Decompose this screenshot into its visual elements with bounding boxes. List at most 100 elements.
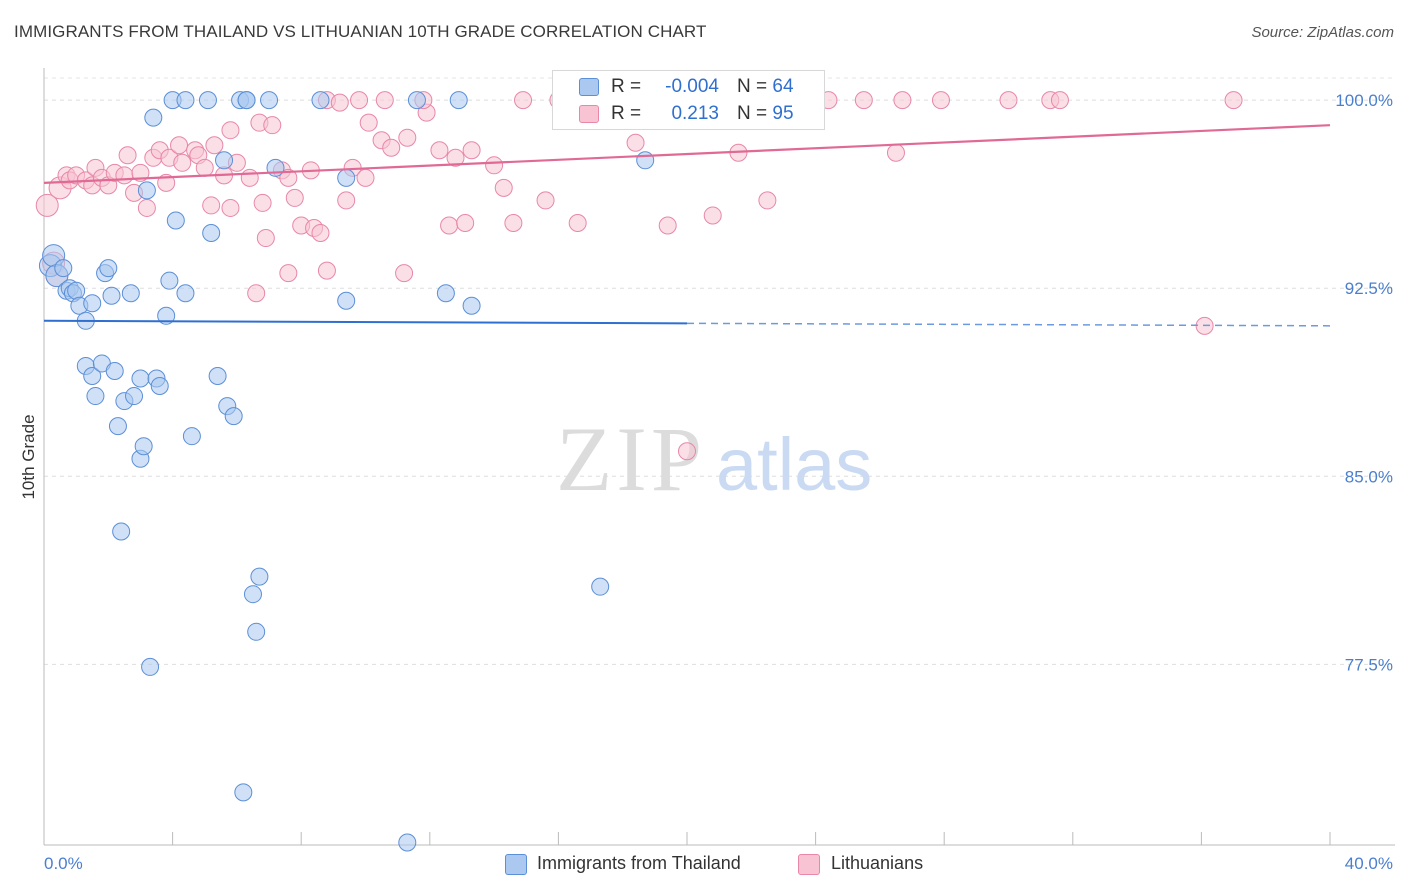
- point-lithuanians: [1224, 91, 1243, 110]
- point-lithuanians: [758, 191, 777, 210]
- point-thailand: [337, 291, 356, 310]
- point-lithuanians: [285, 188, 304, 207]
- point-thailand: [166, 211, 185, 230]
- x-tick-label: 0.0%: [44, 854, 83, 873]
- x-tick-label: 40.0%: [1345, 854, 1393, 873]
- point-lithuanians: [279, 264, 298, 283]
- point-thailand: [99, 259, 118, 278]
- point-lithuanians: [456, 213, 475, 232]
- point-lithuanians: [221, 198, 240, 217]
- point-lithuanians: [886, 143, 905, 162]
- point-thailand: [436, 284, 455, 303]
- point-thailand: [636, 151, 655, 170]
- point-thailand: [407, 91, 426, 110]
- point-thailand: [224, 407, 243, 426]
- points-layer: [35, 91, 1243, 852]
- point-thailand: [160, 271, 179, 290]
- legend-n-text: N = 95: [737, 103, 794, 125]
- point-thailand: [234, 783, 253, 802]
- legend-r-label: R =: [611, 76, 642, 97]
- point-lithuanians: [446, 148, 465, 167]
- point-thailand: [54, 259, 73, 278]
- point-thailand: [243, 585, 262, 604]
- point-lithuanians: [854, 91, 873, 110]
- point-thailand: [449, 91, 468, 110]
- legend-r-value: -0.004: [665, 76, 719, 97]
- point-thailand: [208, 366, 227, 385]
- point-thailand: [311, 91, 330, 110]
- point-lithuanians: [1050, 91, 1069, 110]
- point-thailand: [462, 296, 481, 315]
- point-lithuanians: [703, 206, 722, 225]
- point-lithuanians: [430, 141, 449, 160]
- point-lithuanians: [678, 442, 696, 461]
- point-thailand: [102, 286, 121, 305]
- point-thailand: [337, 168, 356, 187]
- point-lithuanians: [398, 128, 417, 147]
- point-thailand: [108, 417, 127, 436]
- point-lithuanians: [170, 136, 189, 155]
- legend-label-thailand: Immigrants from Thailand: [537, 853, 741, 873]
- point-lithuanians: [626, 133, 645, 152]
- legend-row-lithuanians: R = 0.213 N = 95: [553, 101, 824, 127]
- point-lithuanians: [311, 224, 330, 243]
- series-legend: Immigrants from Thailand Lithuanians: [0, 852, 1406, 876]
- point-lithuanians: [356, 168, 375, 187]
- watermark-zip: ZIP: [556, 408, 706, 510]
- legend-n-label: N =: [737, 103, 768, 124]
- labels-layer: 77.5% 85.0% 92.5% 100.0% 0.0% 40.0% 10th Grade: [19, 91, 1393, 873]
- correlation-legend: R = -0.004 N = 64 R = 0.213 N = 95: [552, 70, 825, 130]
- legend-swatch-lithuanians: [579, 105, 599, 123]
- y-tick-label: 77.5%: [1345, 655, 1393, 674]
- point-lithuanians: [494, 178, 513, 197]
- point-thailand: [198, 91, 217, 110]
- legend-n-value: 95: [772, 103, 794, 124]
- point-lithuanians: [893, 91, 912, 110]
- point-lithuanians: [462, 141, 481, 160]
- point-lithuanians: [931, 91, 950, 110]
- trendline-thailand: [43, 319, 688, 325]
- point-thailand: [112, 522, 131, 541]
- legend-n-value: 64: [772, 76, 794, 97]
- point-lithuanians: [256, 229, 275, 248]
- point-lithuanians: [195, 158, 214, 177]
- point-thailand: [125, 387, 144, 406]
- point-thailand: [250, 567, 269, 586]
- legend-row-thailand: R = -0.004 N = 64: [553, 74, 824, 100]
- point-lithuanians: [440, 216, 459, 235]
- point-lithuanians: [504, 213, 523, 232]
- point-lithuanians: [330, 93, 349, 112]
- point-lithuanians: [999, 91, 1018, 110]
- source-credit: Source: ZipAtlas.com: [1251, 24, 1394, 41]
- point-lithuanians: [173, 153, 192, 172]
- point-lithuanians: [131, 163, 150, 182]
- point-thailand: [215, 151, 234, 170]
- point-lithuanians: [221, 121, 240, 140]
- legend-swatch-lithuanians: [798, 854, 820, 875]
- point-lithuanians: [359, 113, 378, 132]
- trend-layer: [43, 124, 1331, 327]
- point-thailand: [157, 306, 176, 325]
- y-tick-label: 100.0%: [1335, 91, 1393, 110]
- point-lithuanians: [658, 216, 677, 235]
- trendline-lithuanians: [43, 124, 1331, 184]
- point-lithuanians: [205, 136, 224, 155]
- trendline-thailand-dashed: [686, 322, 1331, 327]
- point-lithuanians: [536, 191, 555, 210]
- point-thailand: [202, 224, 221, 243]
- point-thailand: [141, 657, 160, 676]
- watermark-atlas: atlas: [716, 423, 872, 506]
- y-tick-label: 85.0%: [1345, 467, 1393, 486]
- point-thailand: [591, 577, 610, 596]
- point-lithuanians: [202, 196, 221, 215]
- legend-swatch-thailand: [505, 854, 527, 875]
- point-thailand: [176, 91, 195, 110]
- point-lithuanians: [253, 193, 272, 212]
- point-thailand: [247, 622, 266, 641]
- point-thailand: [176, 284, 195, 303]
- point-lithuanians: [317, 261, 336, 280]
- point-thailand: [131, 369, 150, 388]
- point-thailand: [83, 366, 102, 385]
- point-lithuanians: [263, 116, 282, 135]
- legend-swatch-thailand: [579, 78, 599, 96]
